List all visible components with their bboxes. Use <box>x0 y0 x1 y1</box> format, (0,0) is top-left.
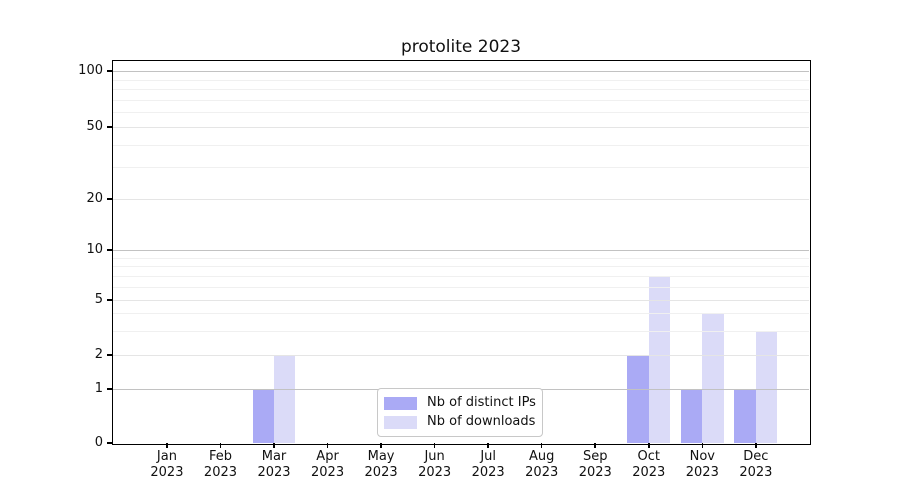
gridline-minor <box>113 99 810 101</box>
y-tick-label: 50 <box>86 119 103 134</box>
x-tick-mark <box>380 443 382 448</box>
gridline-minor <box>113 89 810 91</box>
legend-item-distinct-ips: Nb of distinct IPs <box>378 396 542 410</box>
y-tick-mark <box>106 249 113 251</box>
x-tick-label: Oct 2023 <box>632 449 666 480</box>
gridline-minor <box>113 257 810 259</box>
y-tick-label: 1 <box>94 381 103 396</box>
gridline-minor <box>113 286 810 288</box>
gridline-minor <box>113 79 810 81</box>
x-tick-label: Aug 2023 <box>525 449 559 480</box>
x-tick-label: Mar 2023 <box>257 449 291 480</box>
legend-swatch-downloads <box>384 415 417 429</box>
y-tick-label: 0 <box>94 435 103 450</box>
x-tick-label: May 2023 <box>364 449 398 480</box>
gridline-minor <box>113 144 810 146</box>
x-tick-label: Jun 2023 <box>418 449 452 480</box>
gridline-minor <box>113 112 810 114</box>
x-tick-label: Sep 2023 <box>578 449 612 480</box>
x-tick-mark <box>326 443 329 448</box>
y-tick-mark <box>106 354 113 356</box>
y-tick-label: 5 <box>94 292 103 307</box>
y-tick-mark <box>106 299 113 301</box>
gridline-minor <box>113 167 810 169</box>
x-tick-label: Feb 2023 <box>203 449 238 480</box>
x-tick-mark <box>755 443 757 448</box>
gridline-decade <box>113 71 810 72</box>
bar-distinct-ips <box>680 389 703 443</box>
y-tick-label: 10 <box>86 242 103 257</box>
gridline-minor <box>113 330 810 332</box>
legend: Nb of distinct IPs Nb of downloads <box>377 388 543 437</box>
gridline-minor <box>113 275 810 277</box>
y-tick-mark <box>106 388 113 390</box>
y-tick-label: 100 <box>78 63 103 78</box>
chart-title: protolite 2023 <box>400 37 522 57</box>
bar-distinct-ips <box>734 389 756 443</box>
gridline-major <box>113 300 810 301</box>
gridline-minor <box>113 313 810 315</box>
y-tick-label: 20 <box>86 191 103 206</box>
bar-downloads <box>648 275 671 443</box>
x-tick-mark <box>540 443 543 448</box>
gridline-major <box>113 199 810 200</box>
legend-label-downloads: Nb of downloads <box>427 414 536 429</box>
bar-distinct-ips <box>252 389 274 443</box>
x-tick-mark <box>594 443 596 448</box>
legend-label-distinct-ips: Nb of distinct IPs <box>427 395 536 410</box>
x-tick-label: Jul 2023 <box>471 449 505 480</box>
y-tick-mark <box>106 442 113 444</box>
x-tick-mark <box>433 443 436 448</box>
x-tick-label: Apr 2023 <box>311 449 345 480</box>
gridline-major <box>113 127 810 128</box>
bar-downloads <box>755 330 778 443</box>
x-tick-label: Jan 2023 <box>150 449 184 480</box>
x-tick-label: Nov 2023 <box>685 449 719 480</box>
x-tick-mark <box>648 443 650 448</box>
x-tick-mark <box>166 443 168 448</box>
x-tick-mark <box>487 443 489 448</box>
bar-downloads <box>702 313 724 443</box>
bar-distinct-ips <box>627 355 649 443</box>
gridline-major <box>113 355 810 356</box>
x-tick-label: Dec 2023 <box>739 449 773 480</box>
y-tick-mark <box>106 70 113 72</box>
y-tick-mark <box>106 198 113 200</box>
legend-swatch-distinct-ips <box>384 396 417 410</box>
x-tick-mark <box>219 443 222 448</box>
x-tick-mark <box>273 443 275 448</box>
bar-downloads <box>274 355 296 443</box>
x-tick-mark <box>701 443 704 448</box>
legend-item-downloads: Nb of downloads <box>378 415 542 429</box>
gridline-decade <box>113 250 810 251</box>
gridline-minor <box>113 266 810 268</box>
y-tick-label: 2 <box>94 347 103 362</box>
y-tick-mark <box>106 126 113 128</box>
